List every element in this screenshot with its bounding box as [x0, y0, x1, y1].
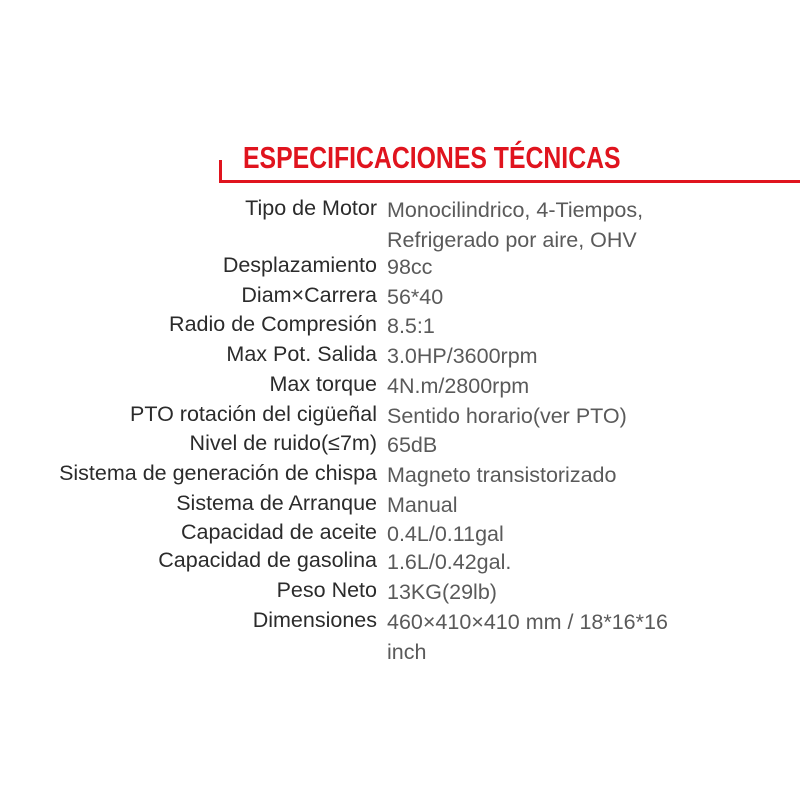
spec-value: 460×410×410 mm / 18*16*16 — [387, 610, 668, 634]
spec-value: 13KG(29lb) — [387, 580, 497, 604]
spec-label: Sistema de generación de chispa — [59, 461, 377, 485]
spec-value: 56*40 — [387, 285, 444, 309]
spec-value: 1.6L/0.42gal. — [387, 550, 512, 574]
spec-row: Max torque 4N.m/2800rpm — [0, 369, 800, 399]
spec-value: Magneto transistorizado — [387, 463, 617, 487]
spec-value: Monocilindrico, 4-Tiempos, — [387, 198, 644, 222]
spec-label: Desplazamiento — [222, 253, 377, 277]
spec-label: Max torque — [269, 372, 377, 396]
spec-row: Sistema de Arranque Manual — [0, 488, 800, 518]
spec-label: Diam×Carrera — [241, 283, 377, 307]
spec-label: Tipo de Motor — [245, 196, 377, 220]
spec-label: Peso Neto — [276, 578, 377, 602]
spec-row: Sistema de generación de chispa Magneto t… — [0, 458, 800, 488]
spec-row: Capacidad de gasolina 1.6L/0.42gal. — [0, 545, 800, 575]
spec-label: Sistema de Arranque — [176, 491, 377, 515]
spec-value: 98cc — [387, 255, 433, 279]
spec-label: Capacidad de aceite — [180, 520, 377, 544]
section-title: ESPECIFICACIONES TÉCNICAS — [243, 140, 621, 175]
spec-value: 65dB — [387, 433, 438, 457]
spec-value-continued: Refrigerado por aire, OHV — [387, 228, 637, 252]
spec-row: Diam×Carrera 56*40 — [0, 280, 800, 310]
spec-value: Manual — [387, 493, 458, 517]
spec-label: Radio de Compresión — [169, 312, 377, 336]
spec-label: PTO rotación del cigüeñal — [130, 402, 377, 426]
spec-value: 3.0HP/3600rpm — [387, 344, 538, 368]
spec-label: Nivel de ruido(≤7m) — [189, 431, 377, 455]
spec-row: Capacidad de aceite 0.4L/0.11gal — [0, 517, 800, 547]
title-underline — [219, 180, 800, 183]
spec-row: Tipo de Motor Monocilindrico, 4-Tiempos, R… — [0, 193, 800, 252]
spec-row: Desplazamiento 98cc — [0, 250, 800, 280]
spec-label: Capacidad de gasolina — [158, 548, 377, 572]
spec-label: Dimensiones — [252, 608, 377, 632]
spec-value-continued: inch — [387, 640, 427, 664]
spec-value: 0.4L/0.11gal — [387, 522, 504, 546]
title-accent-vertical-line — [219, 160, 222, 182]
spec-row: Max Pot. Salida 3.0HP/3600rpm — [0, 339, 800, 369]
spec-row: PTO rotación del cigüeñal Sentido horario… — [0, 399, 800, 429]
spec-value: 4N.m/2800rpm — [387, 374, 530, 398]
spec-row: Nivel de ruido(≤7m) 65dB — [0, 428, 800, 458]
spec-value: 8.5:1 — [387, 314, 435, 338]
spec-value: Sentido horario(ver PTO) — [387, 404, 627, 428]
spec-row: Dimensiones 460×410×410 mm / 18*16*16 inch — [0, 605, 800, 664]
spec-row: Peso Neto 13KG(29lb) — [0, 575, 800, 605]
spec-label: Max Pot. Salida — [226, 342, 377, 366]
spec-row: Radio de Compresión 8.5:1 — [0, 309, 800, 339]
